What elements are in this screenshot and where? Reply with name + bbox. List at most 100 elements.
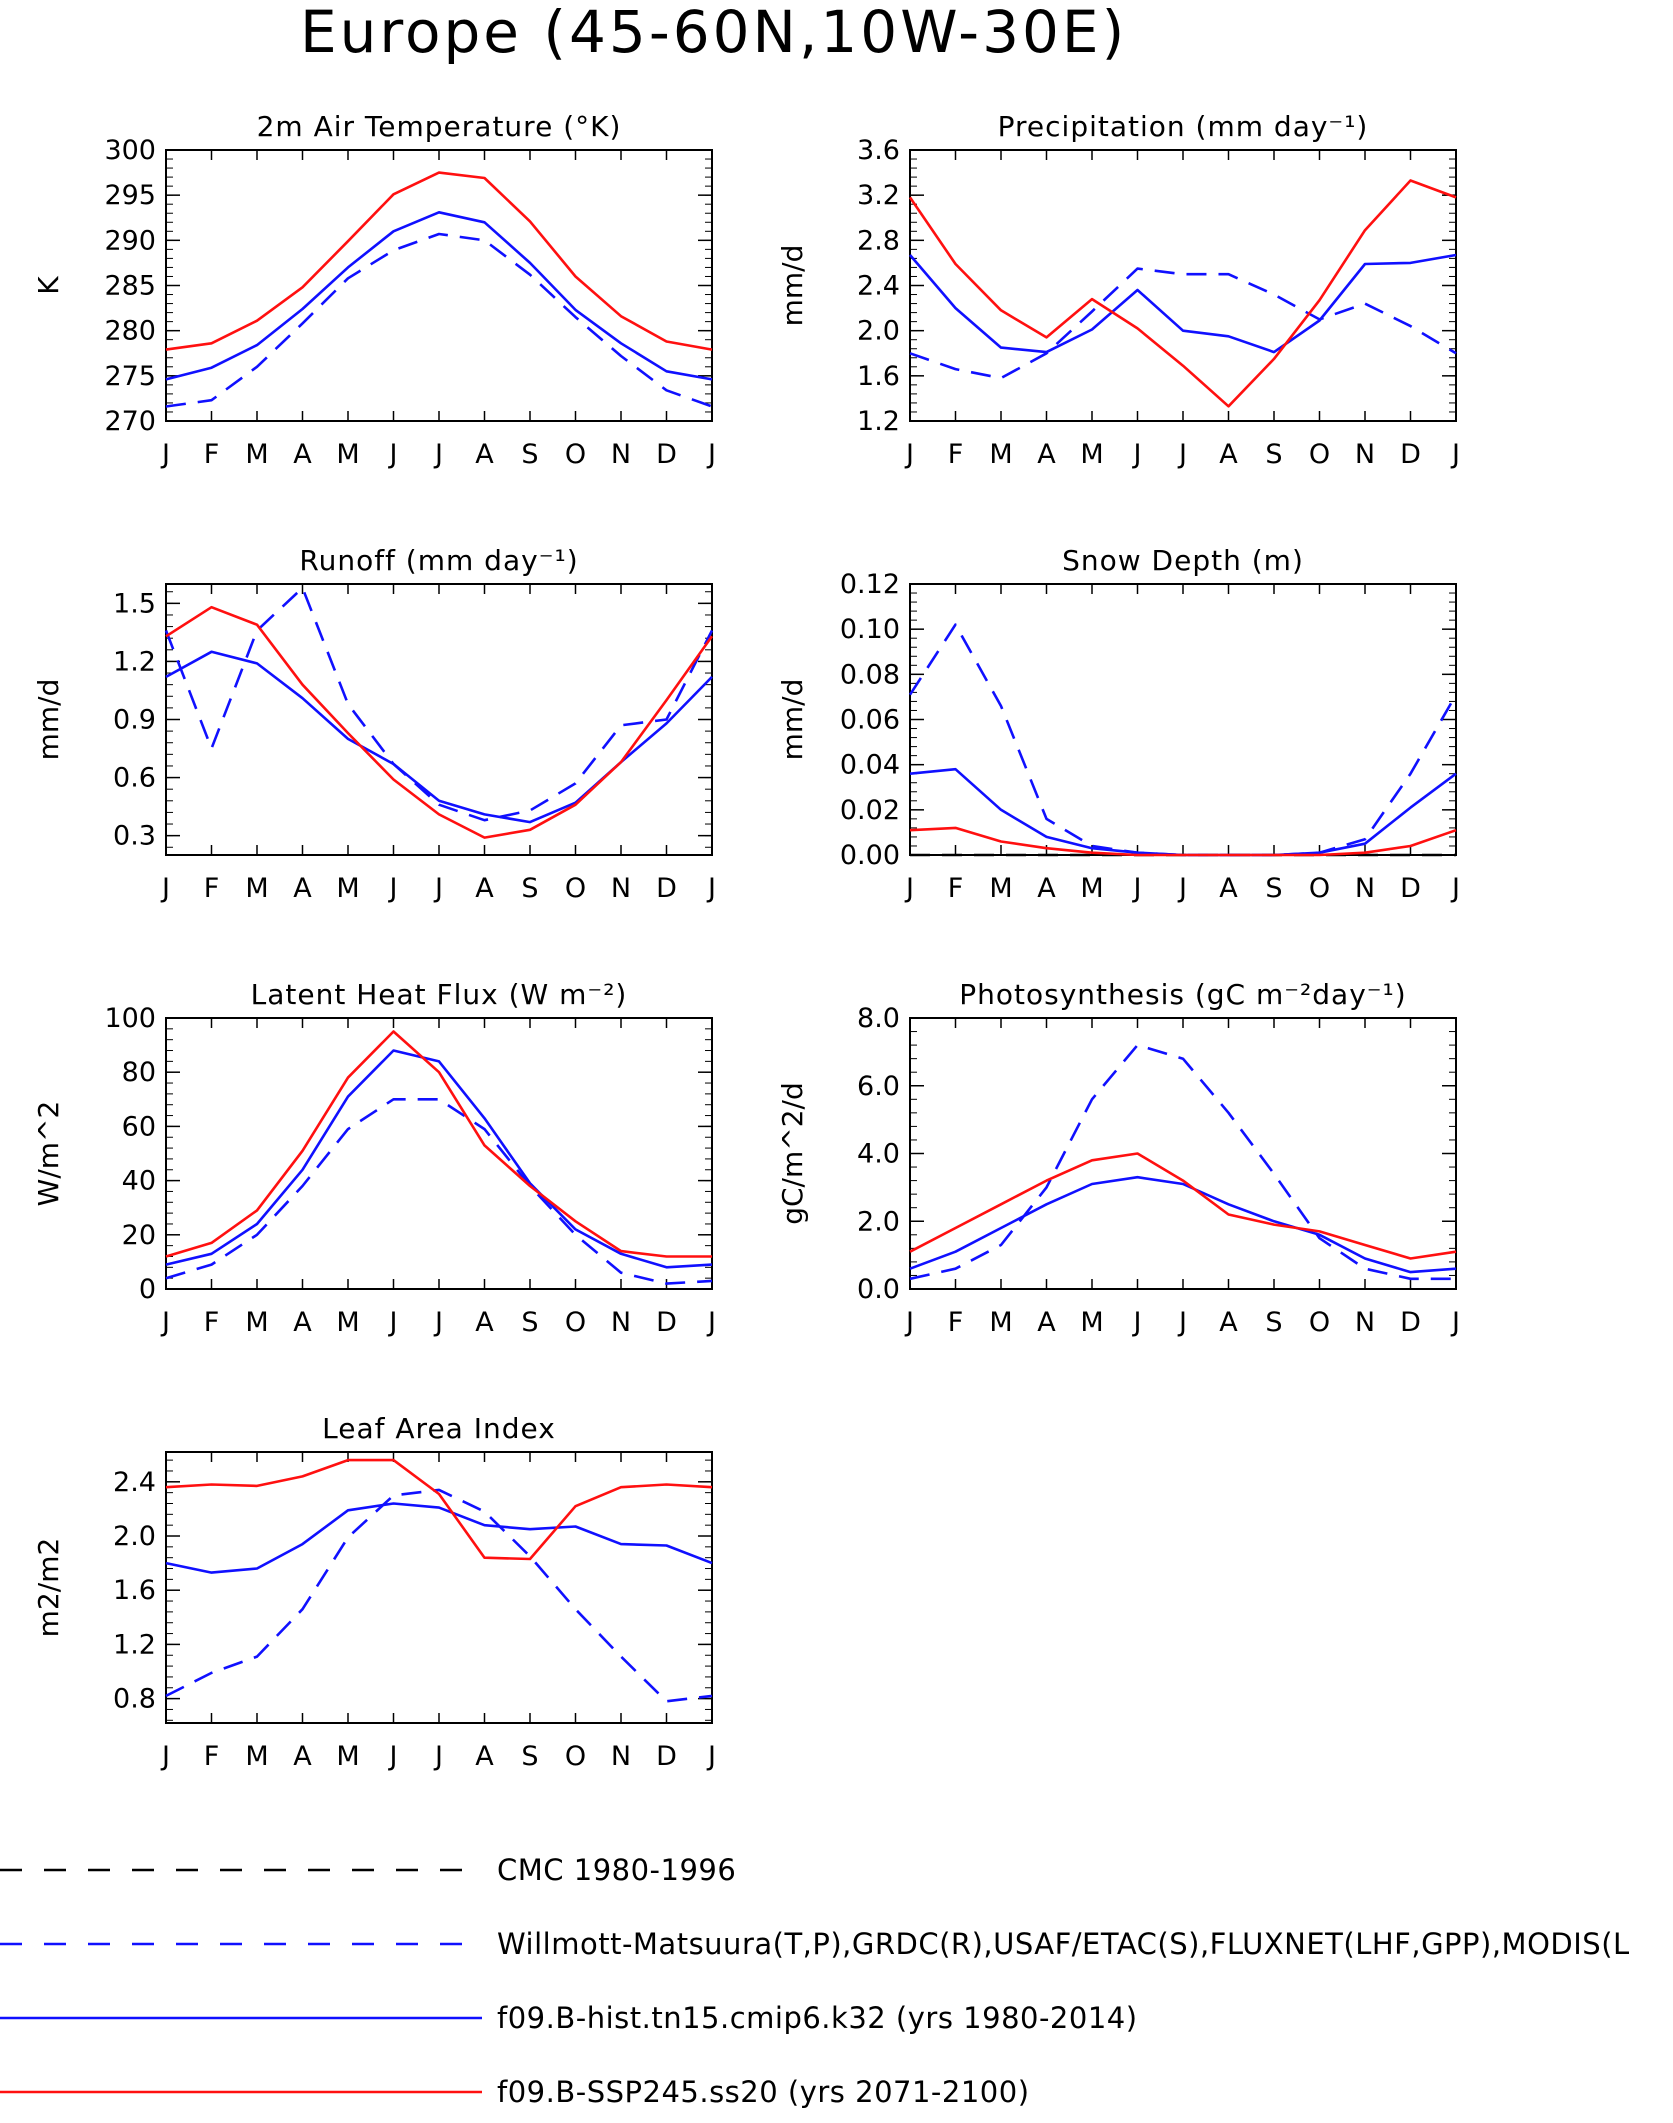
x-tick-label: A: [1037, 439, 1056, 470]
y-tick-label: 6.0: [857, 1071, 900, 1102]
legend-item-ssp: f09.B-SSP245.ss20 (yrs 2071-2100): [0, 2075, 1030, 2109]
x-tick-label: M: [245, 873, 268, 904]
x-tick-label: J: [1132, 439, 1142, 470]
y-tick-label: 4.0: [857, 1139, 900, 1170]
series-line-dashed-1: [165, 1098, 713, 1285]
y-tick-label: 1.2: [113, 646, 156, 677]
x-tick-label: J: [1132, 873, 1142, 904]
x-tick-label: J: [706, 873, 716, 904]
panel-title: Photosynthesis (gC m⁻²day⁻¹): [959, 978, 1406, 1011]
panel-title: Snow Depth (m): [1062, 544, 1304, 577]
y-tick-label: 2.8: [857, 225, 900, 256]
y-tick-label: 0.04: [840, 750, 900, 781]
y-tick-label: 0.9: [113, 705, 156, 736]
y-tick-label: 1.6: [857, 361, 900, 392]
x-tick-label: A: [293, 873, 312, 904]
y-axis-label: gC/m^2/d: [776, 1082, 809, 1225]
y-tick-label: 0.08: [840, 659, 900, 690]
x-tick-label: A: [475, 1307, 494, 1338]
y-axis-label: mm/d: [776, 679, 809, 761]
x-tick-label: O: [565, 439, 586, 470]
x-tick-label: J: [706, 439, 716, 470]
y-tick-label: 2.4: [857, 271, 900, 302]
x-tick-label: A: [293, 1307, 312, 1338]
plot-frame: [909, 583, 1457, 856]
x-tick-label: A: [475, 439, 494, 470]
y-axis-label: mm/d: [776, 245, 809, 327]
x-tick-label: N: [1355, 873, 1375, 904]
x-tick-label: O: [1309, 439, 1330, 470]
legend-label-ssp: f09.B-SSP245.ss20 (yrs 2071-2100): [497, 2075, 1030, 2109]
x-tick-label: M: [1080, 1307, 1103, 1338]
y-tick-label: 300: [104, 135, 156, 166]
plot-frame: [909, 149, 1457, 422]
y-axis-label: K: [32, 276, 65, 295]
x-tick-label: D: [1400, 1307, 1421, 1338]
y-tick-label: 8.0: [857, 1003, 900, 1034]
y-tick-label: 1.2: [113, 1629, 156, 1660]
x-tick-label: J: [160, 1741, 170, 1772]
y-tick-label: 80: [122, 1057, 156, 1088]
y-tick-label: 40: [122, 1166, 156, 1197]
series-line-dashed-2: [908, 623, 1458, 857]
x-tick-label: F: [204, 1741, 220, 1772]
x-tick-label: J: [1450, 439, 1460, 470]
plot-frame: [165, 1017, 713, 1290]
legend-label-hist: f09.B-hist.tn15.cmip6.k32 (yrs 1980-2014…: [497, 2001, 1138, 2035]
panel-title: Leaf Area Index: [322, 1412, 556, 1445]
y-axis-label: mm/d: [32, 679, 65, 761]
x-tick-label: M: [989, 439, 1012, 470]
series-line-solid-3: [908, 179, 1457, 408]
x-tick-label: F: [204, 1307, 220, 1338]
x-tick-label: J: [388, 439, 398, 470]
x-tick-label: O: [1309, 1307, 1330, 1338]
series-line-dashed-1: [165, 1488, 713, 1703]
x-tick-label: O: [1309, 873, 1330, 904]
panel-title: Runoff (mm day⁻¹): [299, 544, 578, 577]
y-tick-label: 0.3: [113, 821, 156, 852]
y-tick-label: 0.00: [840, 840, 900, 871]
x-tick-label: J: [1177, 873, 1187, 904]
x-tick-label: F: [948, 873, 964, 904]
x-tick-label: M: [245, 439, 268, 470]
series-line-solid-2: [165, 1502, 713, 1574]
x-tick-label: J: [1132, 1307, 1142, 1338]
y-tick-label: 280: [104, 316, 156, 347]
x-tick-label: M: [336, 873, 359, 904]
x-tick-label: J: [1177, 439, 1187, 470]
legend-item-hist: f09.B-hist.tn15.cmip6.k32 (yrs 1980-2014…: [0, 2001, 1138, 2035]
x-tick-label: M: [989, 1307, 1012, 1338]
x-tick-label: J: [904, 873, 914, 904]
y-tick-label: 270: [104, 406, 156, 437]
y-tick-label: 0: [139, 1274, 156, 1305]
y-tick-label: 100: [104, 1003, 156, 1034]
x-tick-label: F: [948, 1307, 964, 1338]
x-tick-label: J: [904, 439, 914, 470]
panel-title: 2m Air Temperature (°K): [257, 110, 622, 143]
y-axis-label: m2/m2: [32, 1538, 65, 1638]
x-tick-label: S: [1265, 1307, 1282, 1338]
x-tick-label: D: [1400, 873, 1421, 904]
series-line-solid-3: [909, 1152, 1457, 1260]
x-tick-label: F: [948, 439, 964, 470]
y-tick-label: 285: [104, 271, 156, 302]
x-tick-label: J: [904, 1307, 914, 1338]
x-tick-label: D: [656, 873, 677, 904]
x-tick-label: J: [433, 1307, 443, 1338]
series-line-solid-3: [165, 605, 714, 839]
x-tick-label: J: [1450, 1307, 1460, 1338]
y-tick-label: 0.6: [113, 763, 156, 794]
x-tick-label: A: [475, 873, 494, 904]
series-line-dashed-1: [909, 1043, 1456, 1281]
x-tick-label: M: [245, 1307, 268, 1338]
x-tick-label: O: [565, 873, 586, 904]
legend-item-cmc: CMC 1980-1996: [0, 1853, 736, 1887]
x-tick-label: J: [433, 439, 443, 470]
chart-panel-6: J F M A M J J A S O N D J0.02.04.06.08.0Photosynthes…: [776, 978, 1460, 1338]
x-tick-label: D: [656, 1307, 677, 1338]
y-tick-label: 0.06: [840, 705, 900, 736]
x-tick-label: D: [656, 439, 677, 470]
x-tick-label: J: [706, 1741, 716, 1772]
y-tick-label: 295: [104, 180, 156, 211]
